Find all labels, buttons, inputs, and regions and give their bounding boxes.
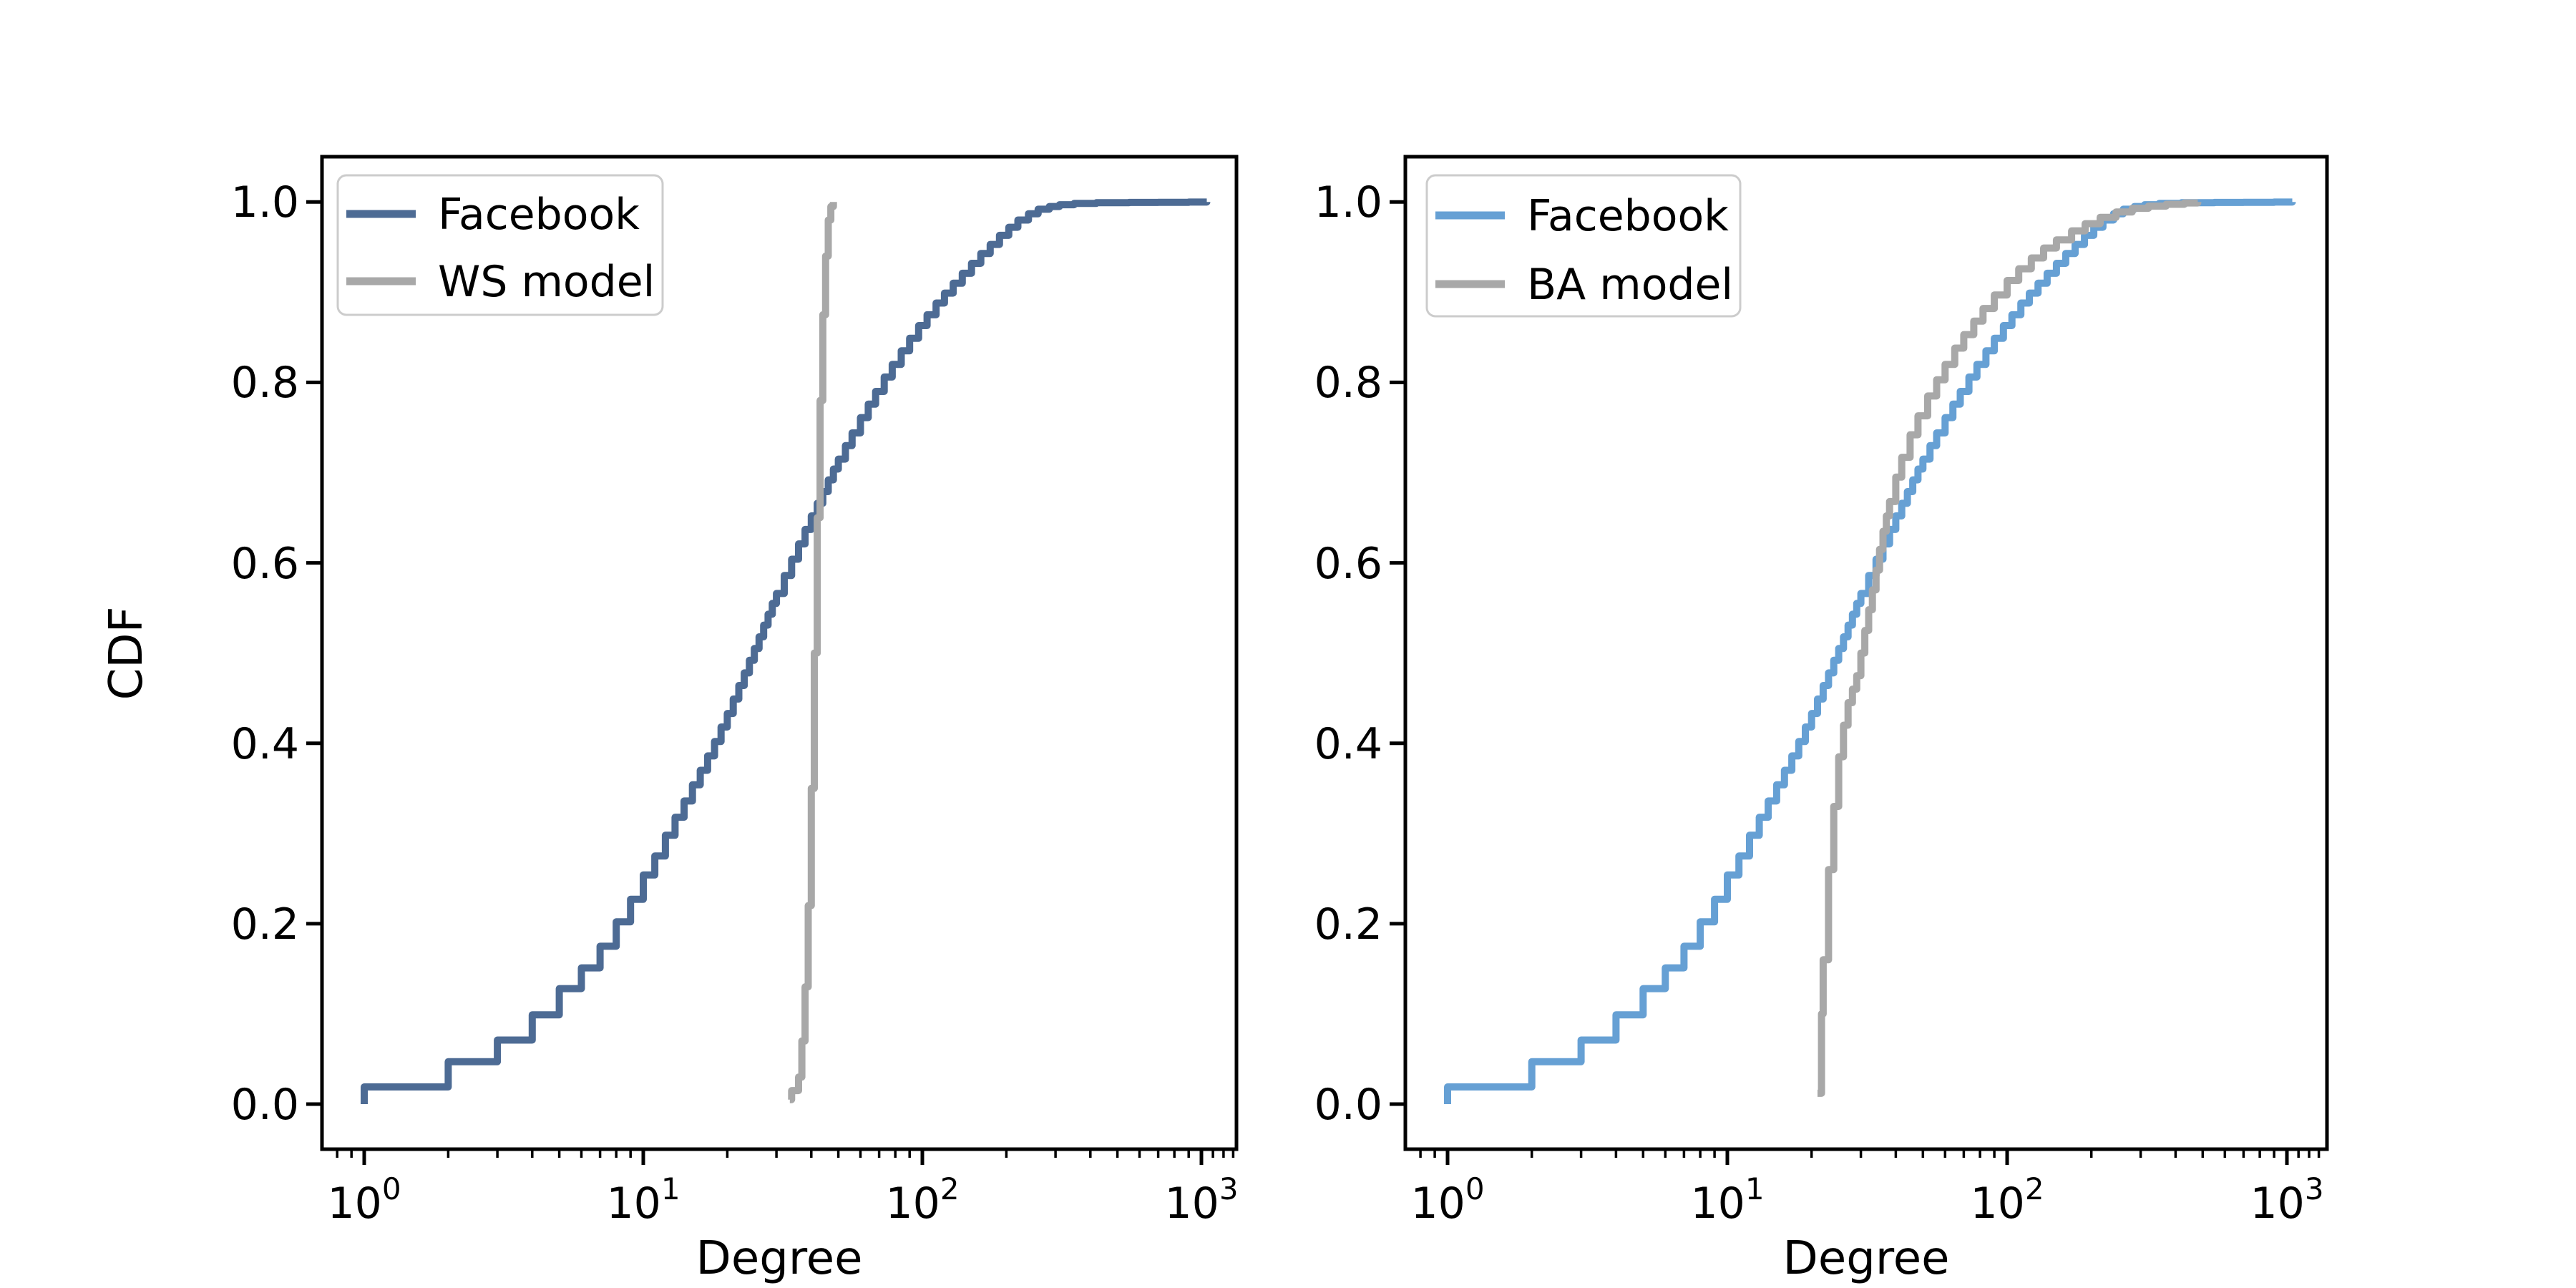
y-tick-label: 0.4 xyxy=(231,719,299,769)
legend-frame xyxy=(1425,174,1742,318)
x-tick-labels: 100 101 102 103 xyxy=(1410,1171,2323,1229)
legend-label-facebook: Facebook xyxy=(1527,191,1729,241)
y-tick-label: 0.4 xyxy=(1314,719,1382,769)
y-tick-label: 0.0 xyxy=(231,1080,299,1130)
y-tick-label: 0.8 xyxy=(231,358,299,408)
legend-label-ba-model: BA model xyxy=(1527,260,1733,310)
plot-border xyxy=(320,155,1239,1151)
x-axis-label: Degree xyxy=(1783,1232,1950,1285)
x-tick-label: 101 xyxy=(1690,1171,1764,1229)
x-tick-label: 102 xyxy=(1970,1171,2044,1229)
y-tick-label: 0.6 xyxy=(231,539,299,589)
y-tick-label: 0.2 xyxy=(231,899,299,950)
y-axis-label: CDF xyxy=(100,607,153,701)
x-tick-label: 103 xyxy=(1164,1171,1238,1229)
legend-frame xyxy=(336,174,664,316)
facebook-cdf-line xyxy=(361,198,1211,1104)
x-tick-label: 100 xyxy=(327,1171,401,1229)
y-tick-label: 0.6 xyxy=(1314,539,1382,589)
x-tick-label: 103 xyxy=(2250,1171,2323,1229)
x-tick-label: 101 xyxy=(606,1171,680,1229)
x-tick-labels: 100 101 102 103 xyxy=(327,1171,1238,1229)
legend-label-facebook: Facebook xyxy=(438,190,640,240)
y-tick-label: 1.0 xyxy=(231,177,299,228)
y-tick-label: 0.0 xyxy=(1314,1080,1382,1130)
y-tick-label: 0.8 xyxy=(1314,358,1382,408)
legend-label-ws-model: WS model xyxy=(438,257,655,307)
facebook-cdf-line xyxy=(1444,198,2296,1104)
y-tick-labels: 1.0 0.8 0.6 0.4 0.2 0.0 xyxy=(1314,177,1382,1130)
axis-ticks xyxy=(306,200,1235,1165)
ws-model-cdf-line xyxy=(788,202,837,1103)
right-panel: 1.0 0.8 0.6 0.4 0.2 0.0 100 101 102 103 … xyxy=(1314,155,2329,1285)
x-axis-label: Degree xyxy=(696,1232,863,1285)
legend: Facebook WS model xyxy=(336,174,664,316)
x-tick-label: 100 xyxy=(1410,1171,1484,1229)
y-tick-labels: 1.0 0.8 0.6 0.4 0.2 0.0 xyxy=(231,177,299,1130)
y-tick-label: 1.0 xyxy=(1314,177,1382,228)
x-tick-label: 102 xyxy=(885,1171,959,1229)
legend: Facebook BA model xyxy=(1425,174,1742,318)
left-panel: 1.0 0.8 0.6 0.4 0.2 0.0 100 101 102 103 … xyxy=(100,155,1239,1285)
plot-border xyxy=(1403,155,2329,1151)
axis-ticks xyxy=(1390,200,2321,1165)
y-tick-label: 0.2 xyxy=(1314,899,1382,950)
ba-model-cdf-line xyxy=(1818,199,2202,1097)
